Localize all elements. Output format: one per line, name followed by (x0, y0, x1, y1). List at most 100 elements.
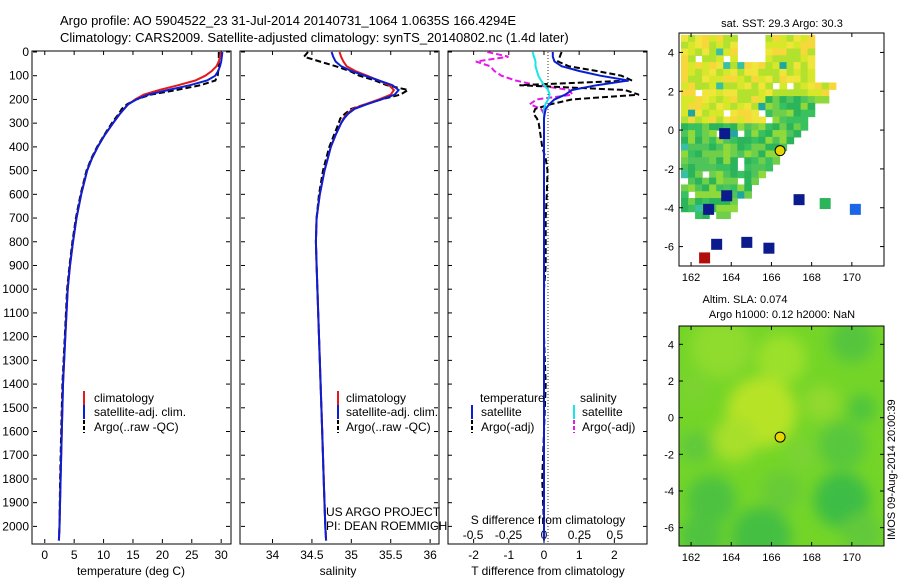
x-tick-label: 20 (156, 548, 170, 562)
sst-cell (793, 102, 802, 111)
sst-cell (688, 177, 696, 186)
sst-cell (772, 89, 781, 97)
y-tick-label: 400 (9, 140, 29, 154)
sst-cell (751, 62, 759, 70)
sst-cell (800, 55, 809, 63)
sst-cell (702, 211, 710, 220)
sst-cell (709, 41, 717, 50)
sst-cell (723, 143, 731, 152)
sst-cell (807, 41, 816, 50)
sst-cell (695, 96, 703, 104)
sst-cell (807, 48, 816, 56)
sst-cell (681, 123, 689, 131)
sst-cell (681, 150, 689, 158)
y-tick-label: 300 (9, 116, 29, 130)
sst-cell (779, 48, 788, 56)
t-tick-label: 1 (576, 548, 583, 562)
temperature-xlabel: temperature (deg C) (77, 564, 185, 578)
sst-cell (730, 116, 738, 124)
sst-cell (730, 89, 738, 97)
y-tick-label: 900 (9, 258, 29, 272)
sst-cell (723, 198, 731, 206)
sst-cell (681, 102, 689, 111)
salinity-x-ticks: 34 34.5 35 35.5 36 (266, 51, 437, 562)
sst-cell (800, 68, 809, 77)
sst-cell (744, 82, 752, 90)
sst-cell (681, 34, 689, 43)
sst-cell (814, 82, 823, 90)
sst-cell (800, 102, 809, 111)
sst-cell (807, 55, 816, 63)
x-tick-label: 0 (41, 548, 48, 562)
x-tick-label: 10 (97, 548, 111, 562)
sst-cell (786, 48, 795, 56)
project-annotation: US ARGO PROJECT (326, 505, 441, 519)
y-tick-label: 1900 (2, 496, 29, 510)
sst-map-ticks: 162 164 166 168 170 -6 -4 -2 0 2 4 (664, 33, 884, 284)
sst-cell (688, 102, 696, 111)
sst-cell (737, 102, 745, 111)
sst-cell (765, 143, 774, 152)
sla-blob (761, 471, 802, 511)
sst-cell (723, 82, 731, 90)
salinity-panel: 34 34.5 35 35.5 36 salinity climatology sate… (239, 50, 447, 578)
sst-cell (772, 41, 781, 50)
sst-cell (793, 96, 802, 104)
sst-cell (737, 109, 745, 118)
sst-cell (744, 177, 752, 186)
sst-cell (695, 102, 703, 111)
sst-cell (765, 136, 774, 145)
sst-cell (681, 184, 689, 192)
sst-cell (716, 157, 724, 165)
sst-cell (702, 177, 710, 186)
sla-blob (829, 326, 874, 363)
legend-header-temperature: temperature (480, 391, 545, 405)
sla-profile-marker (774, 431, 786, 443)
sst-cell (744, 89, 752, 97)
sst-cell (772, 102, 781, 111)
sst-cell (716, 82, 724, 90)
sst-cell (744, 68, 752, 77)
sst-cell (779, 34, 788, 43)
sst-cell (800, 89, 809, 97)
sst-cell (681, 157, 689, 165)
sst-cell (709, 150, 717, 158)
difference-legend: temperature salinity satellite Argo(-adj… (471, 391, 635, 434)
sst-cell (765, 55, 774, 63)
sst-cell (751, 96, 759, 104)
sst-cell (709, 82, 717, 90)
sst-cell (681, 136, 689, 145)
s-tick-label: 0.25 (568, 528, 592, 542)
y-tick-label: 1200 (2, 330, 29, 344)
sst-cell (702, 41, 710, 50)
sst-cell (688, 41, 696, 50)
sst-cell (688, 198, 696, 206)
sst-cell (695, 170, 703, 179)
y-tick-label: 1600 (2, 425, 29, 439)
sst-cell (681, 55, 689, 63)
sst-cell (737, 191, 745, 199)
sst-cell (688, 204, 696, 213)
sst-cell (758, 170, 767, 179)
series-line-climatology (314, 51, 396, 541)
sst-cell (786, 116, 795, 124)
sst-cell (723, 136, 731, 145)
sst-cell (709, 55, 717, 63)
sst-cell (695, 68, 703, 77)
salinity-series (302, 51, 411, 541)
salinity-xlabel: salinity (320, 564, 357, 578)
sst-cell (793, 89, 802, 97)
sst-cell (807, 68, 816, 77)
sst-cell (786, 123, 795, 131)
sst-cell (730, 48, 738, 56)
salinity-axes-box (239, 50, 440, 545)
sst-cell (681, 68, 689, 77)
map-x-tick-label: 168 (802, 552, 820, 564)
temperature-legend: climatology satellite-adj. clim. Argo(..… (83, 391, 186, 434)
sst-cell (744, 96, 752, 104)
sst-cell (793, 62, 802, 70)
sst-cell (737, 75, 745, 84)
map-y-tick-label: -2 (664, 449, 674, 461)
sla-blob (841, 513, 882, 546)
sst-cell (765, 68, 774, 77)
